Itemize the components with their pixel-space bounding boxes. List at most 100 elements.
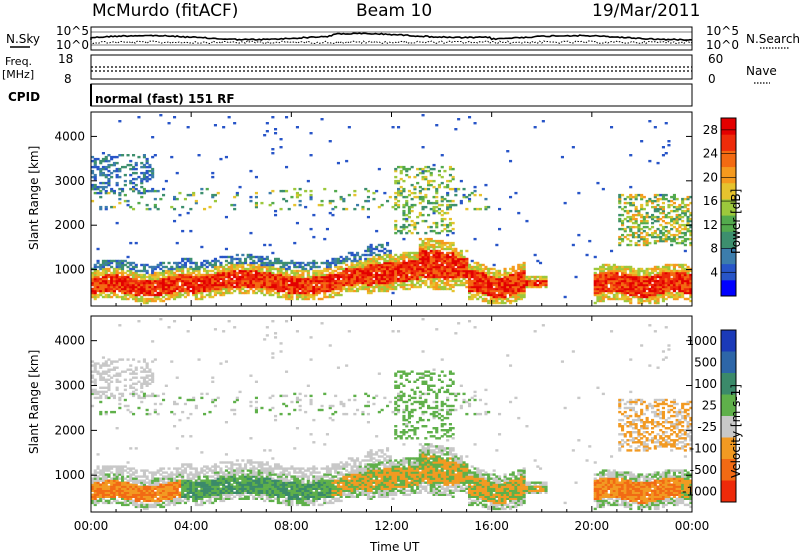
velocity-cell: [91, 380, 95, 383]
velocity-cell: [137, 485, 141, 488]
power-cell: [410, 255, 414, 259]
power-cell: [110, 163, 114, 167]
power-cell: [615, 277, 619, 281]
power-cell: [276, 293, 280, 297]
power-cell: [274, 275, 278, 279]
power-cell: [361, 253, 365, 257]
power-cell: [227, 267, 231, 271]
power-cell: [301, 273, 305, 277]
power-cell: [522, 283, 526, 287]
power-cell: [380, 263, 384, 267]
power-cell: [227, 255, 231, 259]
velocity-cell: [148, 503, 152, 507]
power-cell: [334, 293, 338, 297]
power-cell: [93, 287, 97, 291]
power-cell: [462, 267, 466, 271]
power-cell: [238, 281, 242, 285]
power-cell: [282, 273, 286, 277]
power-cell: [394, 225, 398, 229]
power-cell: [533, 279, 537, 283]
velocity-cell: [107, 495, 111, 498]
power-cell: [446, 229, 450, 233]
power-cell: [533, 285, 537, 289]
power-cell: [271, 283, 275, 287]
power-cell: [364, 277, 368, 281]
power-cell: [260, 267, 264, 271]
power-cell: [320, 203, 324, 207]
velocity-cell: [93, 497, 97, 500]
power-cell: [446, 259, 450, 263]
power-cell: [110, 265, 114, 269]
power-cell: [153, 271, 157, 275]
power-cell: [230, 261, 234, 265]
power-cell: [416, 195, 420, 199]
power-cell: [126, 291, 130, 295]
power-cell: [219, 287, 223, 291]
power-cell: [629, 265, 633, 269]
power-cell: [629, 275, 633, 279]
power-cell: [298, 295, 302, 299]
power-cell: [539, 261, 543, 265]
power-cell: [189, 281, 193, 285]
velocity-cell: [145, 499, 149, 503]
power-cell: [230, 273, 234, 277]
power-cell: [194, 293, 198, 297]
power-cell: [659, 287, 663, 291]
power-cell: [476, 269, 480, 273]
power-cell: [407, 189, 411, 193]
velocity-cell: [101, 501, 105, 505]
power-cell: [345, 273, 349, 277]
power-cell: [101, 291, 105, 295]
power-cell: [407, 259, 411, 263]
power-cell: [178, 287, 182, 291]
power-cell: [678, 263, 682, 267]
power-cell: [451, 263, 455, 267]
power-cell: [596, 299, 600, 303]
power-cell: [517, 263, 521, 267]
velocity-cell: [101, 487, 105, 490]
power-cell: [596, 295, 600, 299]
power-cell: [312, 293, 316, 297]
power-cell: [672, 239, 676, 243]
power-cell: [667, 287, 671, 291]
velocity-cell: [142, 489, 146, 492]
power-cell: [164, 279, 168, 283]
power-cell: [170, 289, 174, 293]
power-cell: [394, 197, 398, 201]
power-cell: [249, 269, 253, 273]
power-cell: [252, 289, 256, 293]
velocity-cell: [129, 410, 133, 414]
power-cell: [241, 265, 245, 269]
velocity-cell: [151, 340, 155, 343]
power-cell: [683, 263, 687, 267]
power-cell: [437, 211, 441, 215]
velocity-cell: [142, 483, 146, 486]
power-cell: [222, 255, 226, 259]
power-cell: [290, 261, 294, 265]
power-cell: [675, 227, 679, 231]
power-cell: [653, 267, 657, 271]
power-cell: [350, 285, 354, 289]
power-cell: [629, 243, 633, 247]
velocity-cell: [132, 390, 136, 394]
power-cell: [118, 295, 122, 299]
power-cell: [328, 277, 332, 281]
power-cell: [416, 275, 420, 279]
velocity-cell: [134, 372, 138, 375]
velocity-cell: [91, 501, 95, 505]
power-cell: [211, 171, 215, 175]
power-cell: [407, 277, 411, 281]
power-cell: [642, 299, 646, 303]
velocity-cell: [129, 386, 133, 389]
power-cell: [506, 271, 510, 275]
power-cell: [112, 293, 116, 297]
power-cell: [656, 293, 660, 297]
power-cell: [238, 269, 242, 273]
power-cell: [648, 267, 652, 271]
power-cell: [112, 279, 116, 283]
power-cell: [448, 257, 452, 261]
power-cell: [134, 183, 138, 187]
velocity-cell: [110, 493, 114, 496]
power-colorbar-tick: 20: [703, 170, 718, 184]
power-cell: [653, 229, 657, 233]
